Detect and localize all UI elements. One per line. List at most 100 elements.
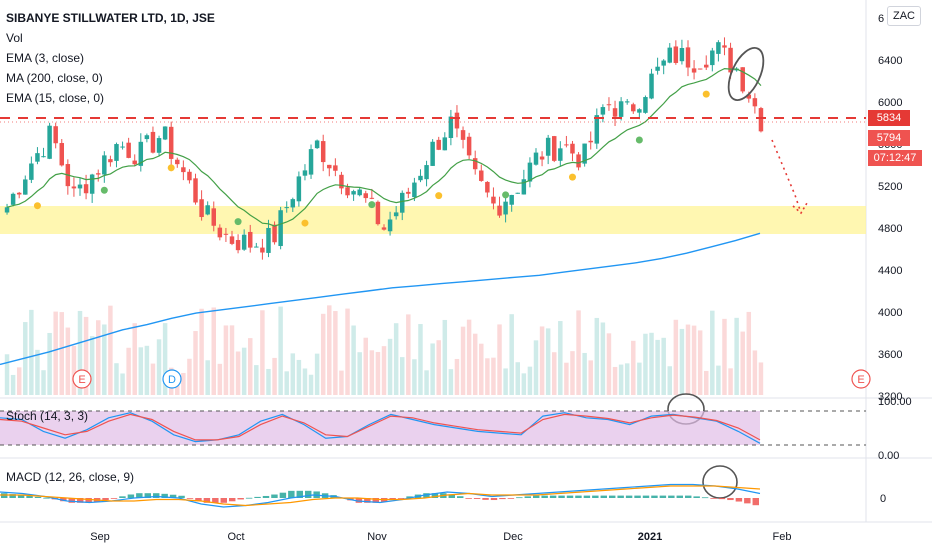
stoch-label[interactable]: Stoch (14, 3, 3) <box>6 409 89 423</box>
candle-body <box>144 135 150 140</box>
ema3-dot <box>368 201 376 209</box>
symbol-title[interactable]: SIBANYE STILLWATER LTD, 1D, JSE <box>6 11 215 25</box>
macd-hist-bar <box>473 498 481 499</box>
candle-body <box>47 125 52 159</box>
volume-bar <box>643 333 648 395</box>
candle-body <box>108 159 113 163</box>
volume-bar <box>120 373 125 395</box>
macd-hist-bar <box>600 495 607 498</box>
candle-body <box>418 175 423 181</box>
macd-hist-bar <box>186 498 194 499</box>
candle-body <box>649 73 654 99</box>
volume-bar <box>126 347 131 395</box>
candle-body <box>162 126 168 140</box>
candle-body <box>637 109 642 113</box>
candle-body <box>558 148 563 161</box>
volume-bar <box>89 336 95 395</box>
candle-body <box>588 140 593 143</box>
legend-ma200[interactable]: MA (200, close, 0) <box>6 71 103 85</box>
bar-countdown-tag: 07:12:47 <box>868 150 922 166</box>
candle-body <box>77 184 83 189</box>
volume-bar <box>35 349 40 395</box>
candle-body <box>83 184 89 194</box>
candle-body <box>260 247 265 253</box>
annotation-ellipse[interactable] <box>721 43 770 106</box>
volume-bar <box>41 370 46 395</box>
legend-ema15[interactable]: EMA (15, close, 0) <box>6 91 105 105</box>
volume-bar <box>248 338 253 395</box>
currency-badge[interactable]: ZAC <box>887 6 921 26</box>
macd-hist-bar <box>701 497 709 499</box>
price-axis-ticks[interactable]: 3200360040004400480052005600600064006 <box>878 13 902 403</box>
macd-signal-line <box>0 485 761 507</box>
ema3-dot <box>435 192 443 200</box>
candle-body <box>53 126 58 144</box>
volume-bar <box>734 317 739 395</box>
candle-body <box>576 154 581 168</box>
candle-body <box>59 143 64 166</box>
macd-hist-bar <box>102 498 109 500</box>
earnings-marker[interactable]: E <box>72 369 92 389</box>
volume-bar <box>728 368 733 395</box>
stoch-tick-label: 100.00 <box>878 396 912 408</box>
macd-hist-bar <box>507 498 515 499</box>
volume-bar <box>83 316 89 395</box>
macd-hist-bar <box>85 498 92 503</box>
macd-hist-bar <box>541 495 548 498</box>
candle-body <box>235 240 241 251</box>
volume-bar <box>545 328 551 395</box>
ma200-line <box>0 232 761 366</box>
earnings-marker[interactable]: E <box>851 369 871 389</box>
volume-bar <box>558 321 563 395</box>
volume-bar <box>704 370 709 395</box>
macd-hist-bar <box>372 498 379 503</box>
macd-hist-bar <box>490 498 498 501</box>
candle-body <box>740 67 745 92</box>
legend-vol[interactable]: Vol <box>6 31 23 45</box>
macd-hist-bar <box>659 495 667 498</box>
volume-bar <box>138 347 144 395</box>
candle-body <box>454 112 460 129</box>
macd-hist-bar <box>457 496 464 498</box>
volume-bar <box>393 323 399 395</box>
stoch-axis-ticks: 100.00 0.00 <box>878 396 912 462</box>
candle-body <box>357 189 362 196</box>
ema3-dot <box>301 219 309 227</box>
candle-body <box>284 207 289 209</box>
annotation-ellipse[interactable] <box>702 465 738 499</box>
candle-body <box>345 187 350 196</box>
ema15-line <box>6 67 762 227</box>
volume-bar <box>296 359 302 395</box>
candle-body <box>746 94 752 99</box>
macd-hist-bar <box>195 498 202 502</box>
dividend-marker[interactable]: D <box>162 369 182 389</box>
macd-label[interactable]: MACD (12, 26, close, 9) <box>6 470 135 484</box>
volume-bar <box>406 314 411 395</box>
candle-body <box>539 156 545 160</box>
candle-body <box>369 197 375 199</box>
candle-body <box>4 207 10 213</box>
legend-ema3[interactable]: EMA (3, close) <box>6 51 85 65</box>
volume-bar <box>211 307 216 395</box>
price-tick-label: 3200 <box>878 391 902 403</box>
candle-body <box>618 101 624 117</box>
volume-bar <box>339 370 344 395</box>
volume-bar <box>412 359 417 395</box>
macd-hist-bar <box>668 495 675 498</box>
candle-body <box>752 98 758 107</box>
volume-bar <box>667 366 672 395</box>
candle-body <box>223 233 229 235</box>
time-tick-label: Dec <box>503 531 523 543</box>
candle-body <box>102 155 107 175</box>
macd-hist-bar <box>43 497 50 499</box>
candle-body <box>406 191 411 194</box>
candle-body <box>138 141 144 166</box>
candle-body <box>120 146 125 148</box>
candle-body <box>156 138 162 153</box>
time-axis-ticks[interactable]: Sep Oct Nov Dec 2021 Feb <box>90 531 791 543</box>
volume-bar <box>710 310 715 395</box>
ema3-dot <box>635 136 643 144</box>
time-tick-label: Nov <box>367 531 387 543</box>
last-price-tag: 5794 <box>868 130 910 146</box>
